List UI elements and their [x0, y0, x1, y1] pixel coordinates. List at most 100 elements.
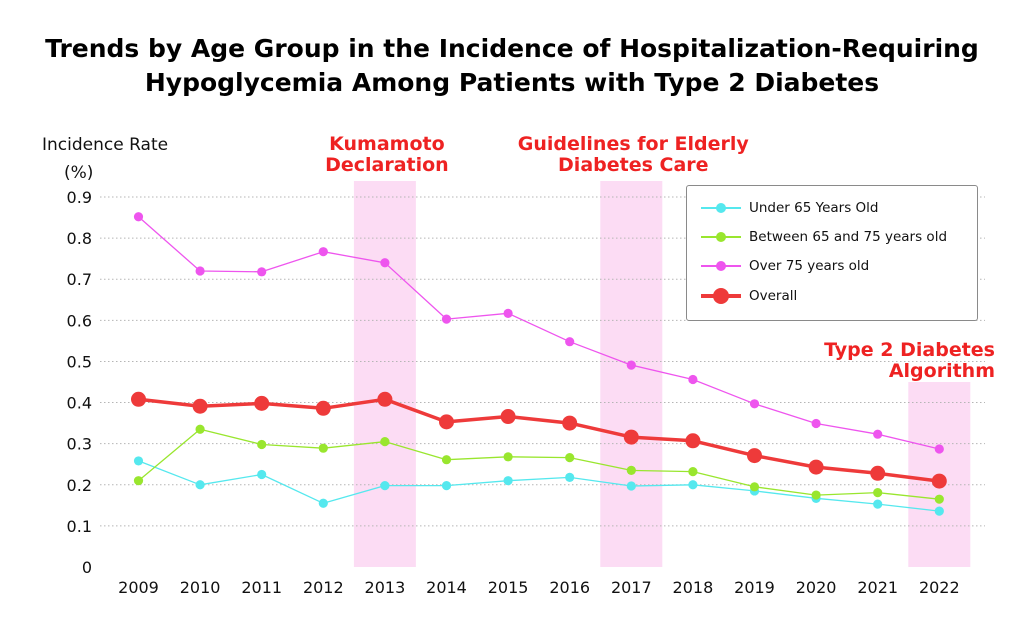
data-point-over-75-years-old-2019 — [749, 399, 760, 409]
y-axis-label-line-2: (%) — [64, 163, 93, 183]
data-point-between-65-and-75-years-old-2018 — [688, 467, 698, 477]
data-point-between-65-and-75-years-old-2017 — [626, 465, 636, 475]
data-point-between-65-and-75-years-old-2020 — [811, 490, 821, 500]
series-overall — [131, 391, 947, 489]
x-tick-label-2018: 2018 — [673, 578, 714, 597]
y-tick-label-0: 0 — [82, 558, 92, 577]
data-point-between-65-and-75-years-old-2021 — [873, 487, 883, 498]
data-point-overall-2011 — [254, 395, 270, 411]
data-point-under-65-years-old-2013 — [380, 481, 390, 491]
data-point-under-65-years-old-2018 — [688, 480, 698, 490]
y-tick-label-0.7: 0.7 — [67, 270, 92, 289]
legend-item-65-75: Between 65 and 75 years old — [701, 227, 947, 247]
y-tick-label-0.5: 0.5 — [67, 352, 92, 371]
data-point-overall-2019 — [747, 448, 762, 464]
y-tick-label-0.2: 0.2 — [67, 476, 92, 495]
data-point-between-65-and-75-years-old-2009 — [133, 476, 144, 486]
data-point-under-65-years-old-2021 — [873, 499, 883, 509]
annotation-2022-line-2: Algorithm — [889, 360, 995, 382]
data-point-over-75-years-old-2016 — [565, 337, 575, 347]
data-point-overall-2022 — [931, 473, 947, 489]
y-tick-label-0.9: 0.9 — [67, 188, 92, 207]
y-axis-label-line-1: Incidence Rate — [42, 135, 168, 155]
legend-marker-overall — [701, 286, 741, 306]
series-line-between-65-and-75-years-old — [138, 428, 940, 500]
data-point-overall-2021 — [870, 465, 886, 481]
highlight-band-2017 — [600, 181, 663, 567]
series-line-over-75-years-old — [138, 216, 940, 450]
legend-marker-65-75 — [701, 227, 741, 247]
x-tick-label-2022: 2022 — [919, 578, 960, 597]
annotation-2022-line-1: Type 2 Diabetes — [824, 339, 995, 361]
x-axis-ticks: 2009 2010 2011 2012 2013 2014 2015 2016 2017 2018… — [118, 578, 960, 597]
data-point-between-65-and-75-years-old-2022 — [934, 494, 944, 504]
data-point-overall-2009 — [131, 391, 146, 407]
data-point-between-65-and-75-years-old-2010 — [195, 424, 205, 434]
data-point-over-75-years-old-2020 — [811, 418, 821, 429]
annotation-2013-line-1: Kumamoto — [329, 133, 445, 155]
series-line-under-65-years-old — [138, 460, 940, 512]
x-tick-label-2019: 2019 — [734, 578, 775, 597]
legend-label-overall: Overall — [749, 288, 798, 304]
data-point-overall-2018 — [685, 433, 701, 449]
x-tick-label-2017: 2017 — [611, 578, 652, 597]
x-tick-label-2011: 2011 — [241, 578, 282, 597]
y-tick-label-0.8: 0.8 — [67, 229, 92, 248]
data-point-over-75-years-old-2010 — [195, 266, 205, 276]
data-point-under-65-years-old-2010 — [195, 480, 205, 490]
legend-item-overall: Overall — [701, 286, 797, 306]
legend-label-over-75: Over 75 years old — [749, 258, 870, 274]
series-over-75-years-old — [133, 212, 944, 454]
y-axis-label: Incidence Rate (%) — [42, 135, 168, 183]
series-between-65-and-75-years-old — [133, 424, 944, 504]
data-point-under-65-years-old-2011 — [257, 469, 267, 480]
data-point-over-75-years-old-2022 — [934, 444, 944, 454]
data-point-between-65-and-75-years-old-2012 — [318, 443, 328, 453]
annotation-2017-line-2: Diabetes Care — [558, 154, 709, 176]
chart-title: Trends by Age Group in the Incidence of … — [0, 32, 1024, 100]
data-point-over-75-years-old-2014 — [441, 314, 452, 324]
data-point-over-75-years-old-2009 — [133, 212, 144, 222]
data-point-under-65-years-old-2009 — [133, 456, 144, 466]
legend-label-65-75: Between 65 and 75 years old — [749, 229, 948, 245]
legend-item-under-65: Under 65 Years Old — [701, 198, 878, 218]
legend-marker-under-65 — [701, 198, 741, 218]
data-point-between-65-and-75-years-old-2015 — [503, 452, 513, 462]
x-tick-label-2009: 2009 — [118, 578, 159, 597]
x-tick-label-2013: 2013 — [365, 578, 406, 597]
x-tick-label-2020: 2020 — [796, 578, 837, 597]
data-point-under-65-years-old-2014 — [441, 481, 452, 491]
data-point-between-65-and-75-years-old-2019 — [749, 482, 760, 492]
data-point-under-65-years-old-2022 — [934, 506, 944, 516]
annotation-2013-line-2: Declaration — [325, 154, 449, 176]
y-tick-label-0.4: 0.4 — [67, 394, 92, 413]
chart-title-line-2: Hypoglycemia Among Patients with Type 2 … — [144, 68, 880, 97]
data-point-over-75-years-old-2017 — [626, 360, 636, 370]
data-point-overall-2016 — [562, 415, 578, 431]
x-tick-label-2015: 2015 — [488, 578, 529, 597]
data-point-overall-2010 — [192, 398, 208, 414]
x-tick-label-2014: 2014 — [426, 578, 467, 597]
x-tick-label-2012: 2012 — [303, 578, 344, 597]
data-point-under-65-years-old-2017 — [626, 481, 636, 491]
chart-title-line-1: Trends by Age Group in the Incidence of … — [45, 34, 979, 63]
x-tick-label-2010: 2010 — [180, 578, 221, 597]
data-point-overall-2014 — [439, 414, 454, 430]
series-line-overall — [138, 397, 940, 483]
data-point-overall-2020 — [808, 459, 824, 475]
data-point-overall-2013 — [377, 391, 393, 407]
data-point-over-75-years-old-2018 — [688, 374, 698, 385]
series — [131, 212, 947, 516]
annotation-2017-line-1: Guidelines for Elderly — [518, 133, 750, 155]
data-point-overall-2015 — [500, 409, 516, 425]
y-tick-label-0.1: 0.1 — [67, 517, 92, 536]
data-point-over-75-years-old-2012 — [318, 247, 328, 257]
y-tick-label-0.3: 0.3 — [67, 435, 92, 454]
data-point-over-75-years-old-2011 — [257, 267, 267, 277]
data-point-between-65-and-75-years-old-2011 — [257, 439, 267, 450]
legend-label-under-65: Under 65 Years Old — [749, 200, 879, 216]
y-axis-ticks: 0 0.1 0.2 0.3 0.4 0.5 0.6 0.7 0.8 0.9 — [67, 188, 92, 577]
data-point-between-65-and-75-years-old-2014 — [441, 455, 452, 465]
